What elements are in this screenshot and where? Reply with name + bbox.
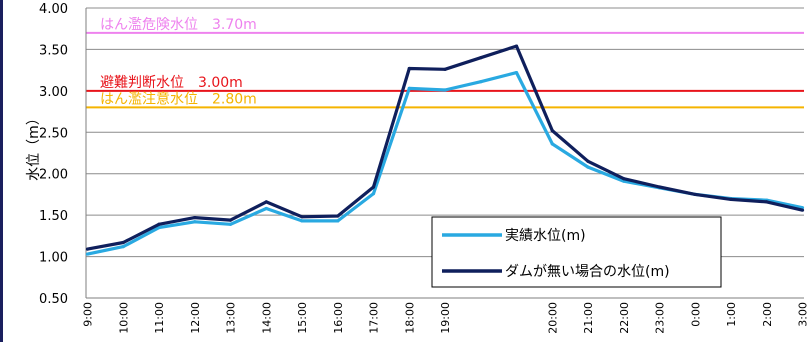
x-tick-label-10: 19:00: [439, 302, 452, 334]
series-1-point-8: [371, 185, 376, 189]
x-tick-label-1: 10:00: [117, 302, 130, 334]
y-tick-label-7: 4.00: [39, 2, 68, 17]
x-tick-label-4: 13:00: [225, 302, 238, 334]
x-tick-label-0: 9:00: [82, 302, 95, 327]
x-tick-label-20: 3:00: [797, 302, 810, 327]
x-tick-label-5: 14:00: [260, 302, 273, 334]
y-tick-label-4: 2.50: [39, 126, 68, 141]
reference-label-2: はん濫注意水位 2.80m: [100, 90, 257, 107]
series-1-point-14: [586, 159, 590, 163]
y-tick-label-0: 0.50: [39, 292, 68, 307]
series-1-point-16: [657, 185, 662, 189]
x-tick-label-8: 17:00: [368, 302, 381, 334]
x-tick-label-13: 20:00: [546, 302, 559, 334]
series-1-point-0: [85, 247, 90, 251]
y-tick-label-1: 1.00: [39, 251, 68, 266]
reference-label-0: はん濫危険水位 3.70m: [100, 17, 257, 33]
y-tick-label-6: 3.50: [39, 43, 68, 58]
series-1-point-17: [693, 192, 697, 197]
series-0-point-12: [514, 71, 519, 75]
y-tick-label-2: 1.50: [39, 209, 68, 224]
legend: 実績水位(m) ダムが無い場合の水位(m): [431, 216, 722, 288]
x-tick-label-16: 23:00: [654, 302, 667, 334]
series-0-point-10: [443, 88, 447, 92]
y-axis-label: 水位（m）: [26, 111, 42, 181]
reference-label-1: 避難判断水位 3.00m: [100, 75, 243, 91]
legend-box: [431, 216, 722, 288]
y-tick-label-5: 3.00: [39, 85, 68, 100]
legend-items: 実績水位(m) ダムが無い場合の水位(m): [442, 228, 670, 280]
series-1-point-5: [264, 200, 268, 204]
series-1-point-19: [765, 200, 769, 204]
x-tick-label-3: 12:00: [189, 302, 202, 334]
series-0-point-11: [479, 80, 483, 84]
series-0-point-2: [157, 225, 161, 230]
x-tick-label-17: 0:00: [689, 302, 702, 327]
series-1-point-11: [479, 56, 483, 60]
x-tick-label-6: 15:00: [296, 302, 309, 334]
y-tick-label-3: 2.00: [39, 168, 68, 183]
series-0-point-8: [371, 192, 376, 196]
series-0-point-14: [586, 165, 590, 169]
series-0-point-5: [264, 206, 268, 211]
series-0-point-3: [193, 220, 197, 224]
series-1-point-10: [443, 67, 447, 71]
series-0-point-13: [550, 142, 554, 146]
series-1-point-12: [514, 44, 519, 48]
left-border: [0, 0, 3, 342]
series-1-point-6: [300, 215, 304, 219]
legend-label-1: ダムが無い場合の水位(m): [505, 264, 670, 280]
legend-label-0: 実績水位(m): [505, 228, 586, 244]
x-tick-label-9: 18:00: [403, 302, 416, 334]
x-tick-label-15: 22:00: [618, 302, 631, 334]
series-1-point-7: [336, 214, 340, 218]
series-1-point-15: [622, 177, 626, 181]
series-0-point-1: [121, 245, 125, 249]
series-1-point-18: [729, 197, 733, 201]
x-tick-label-18: 1:00: [725, 302, 738, 327]
series-0-point-0: [85, 252, 90, 256]
series-0-point-7: [336, 219, 340, 223]
x-tick-label-14: 21:00: [582, 302, 595, 334]
series-0-point-4: [228, 222, 233, 226]
x-tick-label-7: 16:00: [332, 302, 345, 334]
series-0-point-9: [407, 86, 411, 90]
series-1-point-3: [193, 216, 197, 220]
series-1-point-20: [800, 208, 805, 212]
series-1-point-1: [121, 240, 125, 245]
series-1-point-13: [550, 129, 554, 133]
series-1-point-4: [228, 218, 233, 222]
axes: 0.50 1.00 1.50 2.00 2.50 3.00 3.50 4.00 9:00 10:0…: [39, 2, 809, 334]
x-tick-label-19: 2:00: [761, 302, 774, 327]
series-1-point-9: [407, 66, 411, 71]
x-tick-label-2: 11:00: [153, 302, 166, 334]
series-0-point-6: [300, 219, 304, 223]
series-lines: [85, 44, 805, 256]
series-1-point-2: [157, 222, 161, 226]
